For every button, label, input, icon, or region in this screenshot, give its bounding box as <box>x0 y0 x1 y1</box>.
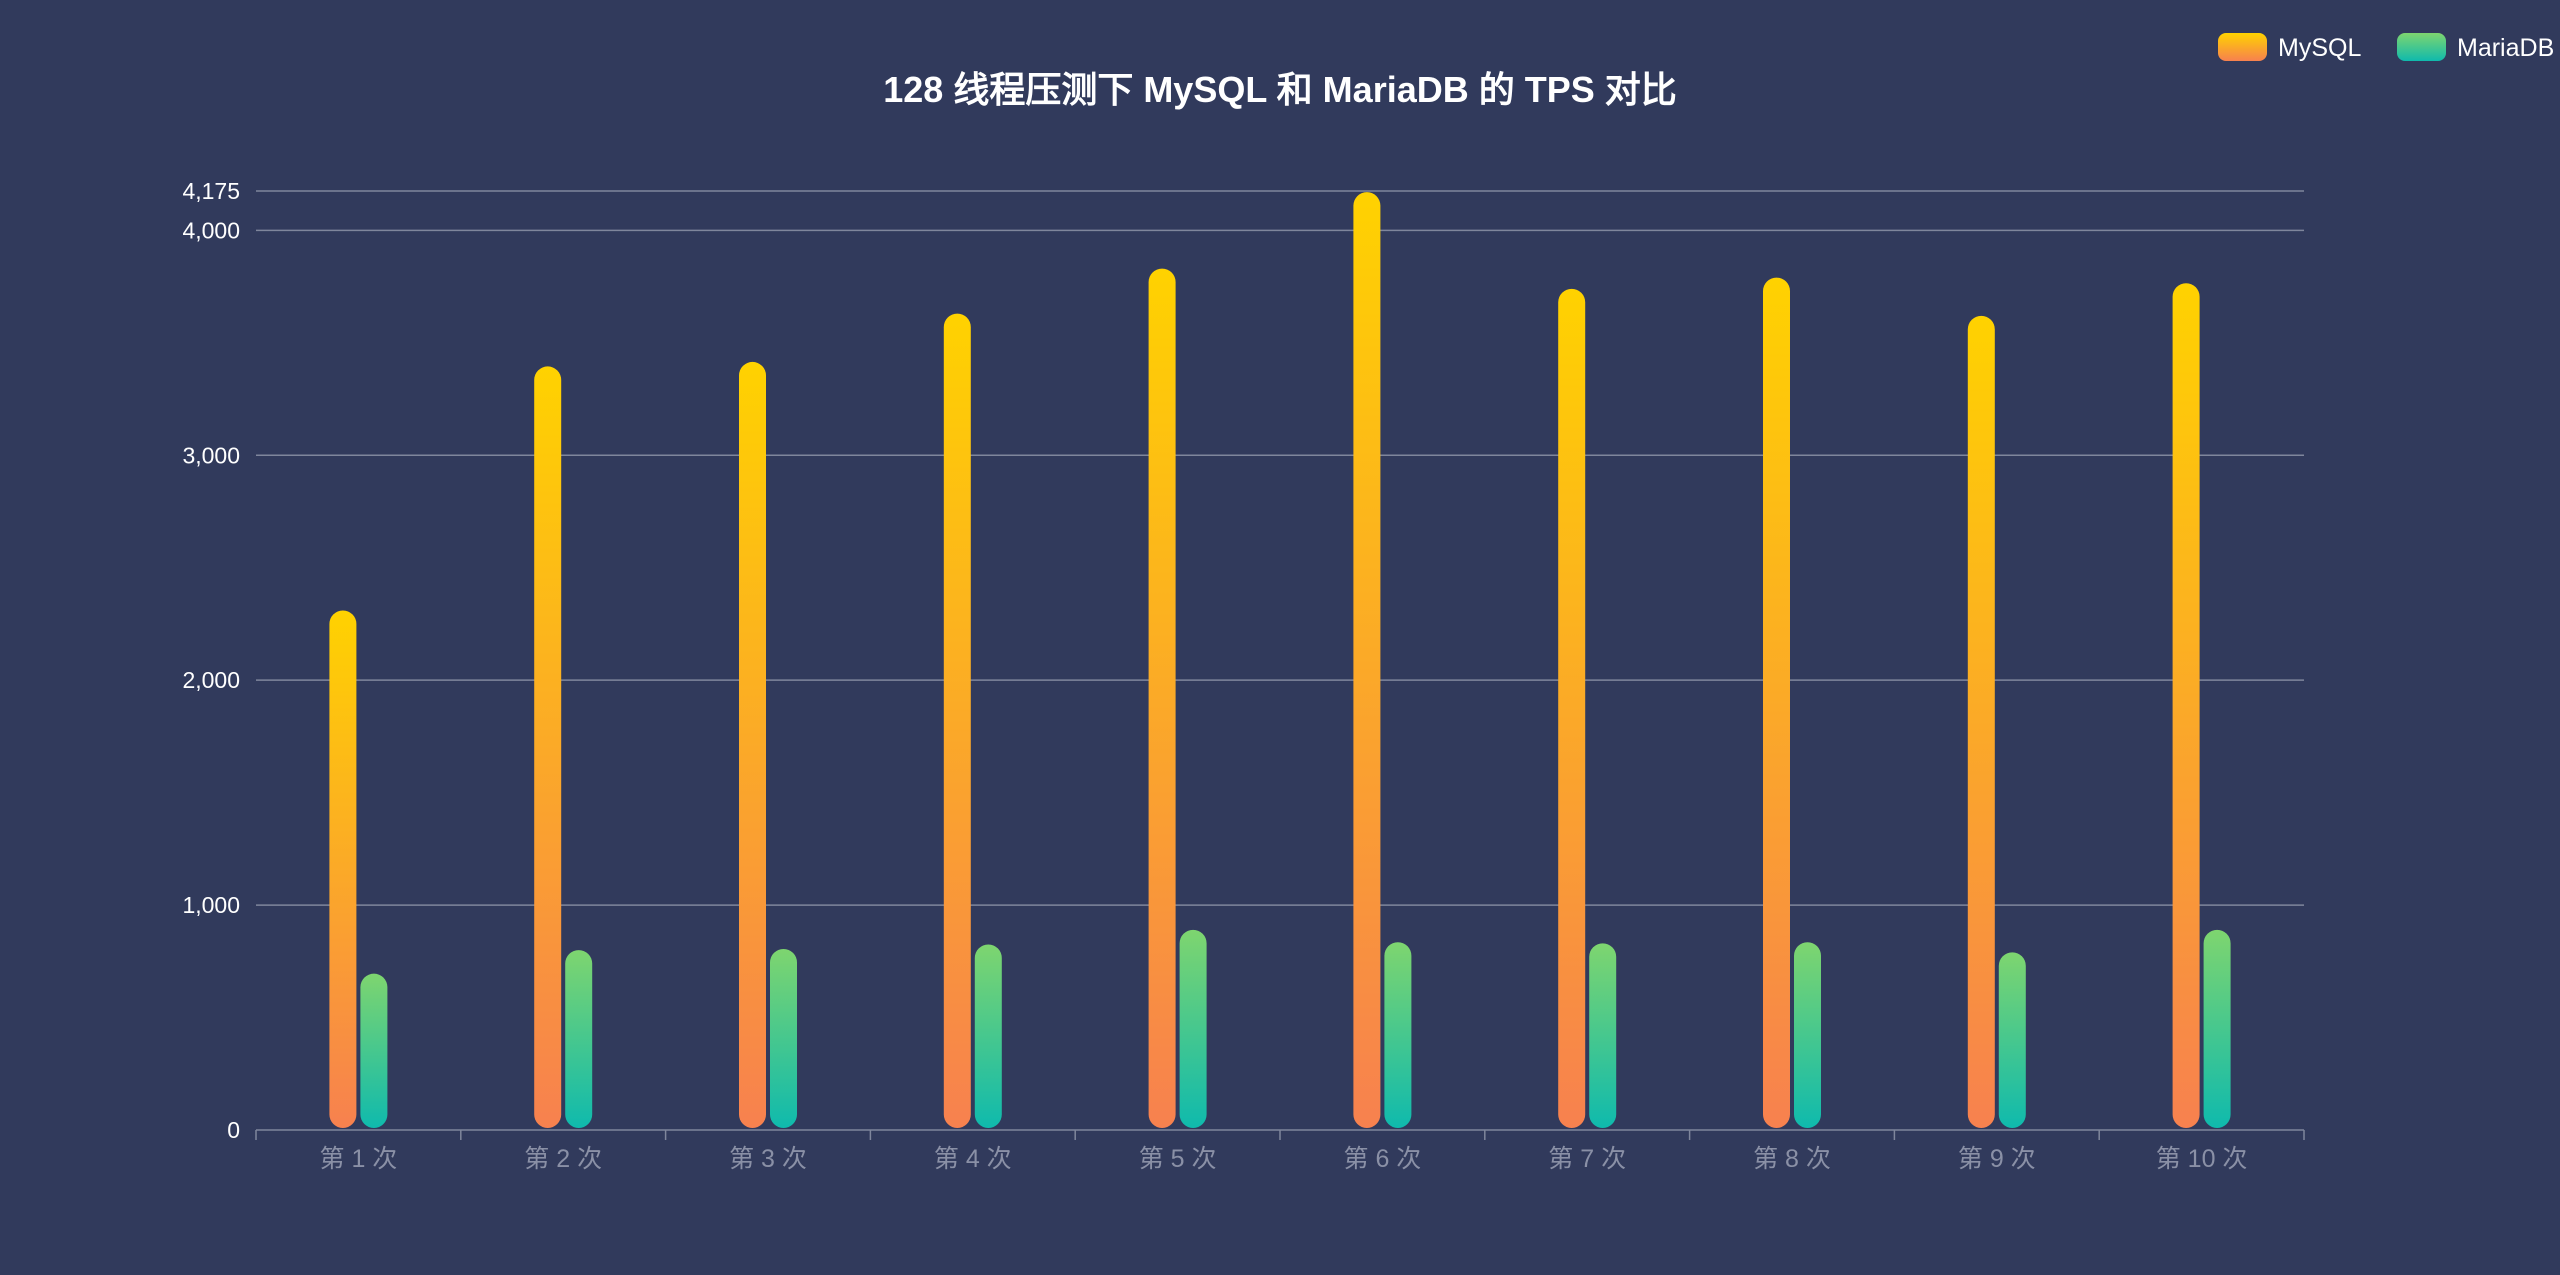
legend[interactable]: MySQL MariaDB <box>2218 33 2554 62</box>
mysql-bar[interactable] <box>1148 268 1176 1129</box>
mariadb-bar[interactable] <box>1794 942 1821 1128</box>
x-tick-label: 第 6 次 <box>1344 1145 1422 1173</box>
y-tick-label: 4,000 <box>182 217 240 243</box>
legend-item-mysql[interactable]: MySQL <box>2218 33 2361 62</box>
y-tick-label: 1,000 <box>182 892 240 918</box>
mariadb-bar[interactable] <box>565 950 593 1128</box>
bars <box>329 192 2231 1129</box>
mysql-bar[interactable] <box>534 366 562 1128</box>
y-tick-label: 2,000 <box>182 667 240 693</box>
legend-swatch <box>2218 33 2267 61</box>
x-tick-label: 第 4 次 <box>934 1145 1012 1173</box>
legend-label: MariaDB <box>2457 34 2554 62</box>
x-tick-label: 第 7 次 <box>1548 1145 1626 1173</box>
mysql-bar[interactable] <box>943 313 971 1128</box>
y-tick-label: 3,000 <box>182 442 240 468</box>
mysql-bar[interactable] <box>1967 315 1995 1128</box>
legend-item-mariadb[interactable]: MariaDB <box>2397 33 2554 62</box>
x-tick-label: 第 10 次 <box>2156 1145 2248 1173</box>
mariadb-bar[interactable] <box>1589 943 1617 1128</box>
gridlines <box>256 190 2304 906</box>
mysql-bar[interactable] <box>1558 288 1586 1128</box>
mariadb-bar[interactable] <box>770 948 797 1128</box>
mysql-bar[interactable] <box>2172 283 2200 1129</box>
mysql-bar[interactable] <box>1763 277 1790 1128</box>
chart-title: 128 线程压测下 MySQL 和 MariaDB 的 TPS 对比 <box>883 69 1677 110</box>
x-tick-label: 第 8 次 <box>1753 1145 1831 1173</box>
mariadb-bar[interactable] <box>2203 929 2231 1128</box>
x-tick-label: 第 1 次 <box>320 1145 398 1173</box>
mysql-bar[interactable] <box>739 361 766 1128</box>
x-tick-label: 第 9 次 <box>1958 1145 2036 1173</box>
y-axis-ticks: 0 1,000 2,000 3,000 4,000 4,175 <box>182 178 240 1143</box>
mariadb-bar[interactable] <box>360 973 388 1128</box>
legend-label: MySQL <box>2278 34 2361 62</box>
mariadb-bar[interactable] <box>1179 929 1207 1128</box>
x-axis: 第 1 次 第 2 次 第 3 次 第 4 次 第 5 次 第 6 次 第 7 次 第 8 次… <box>255 1129 2305 1173</box>
mariadb-bar[interactable] <box>1998 952 2026 1128</box>
x-tick-label: 第 5 次 <box>1139 1145 1217 1173</box>
x-tick-label: 第 2 次 <box>524 1145 602 1173</box>
mysql-bar[interactable] <box>329 610 357 1128</box>
mariadb-bar[interactable] <box>974 944 1002 1128</box>
x-tick-label: 第 3 次 <box>729 1145 807 1173</box>
mariadb-bar[interactable] <box>1384 942 1412 1128</box>
y-tick-label: 0 <box>227 1117 240 1143</box>
mysql-bar[interactable] <box>1353 192 1381 1128</box>
y-tick-label: 4,175 <box>182 178 240 204</box>
legend-swatch <box>2397 33 2446 61</box>
